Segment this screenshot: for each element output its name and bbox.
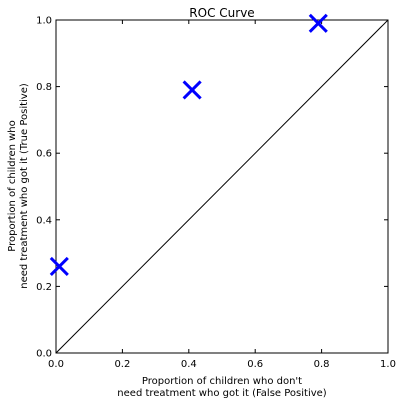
x-marker-point <box>182 80 202 100</box>
diagonal-reference-line <box>55 19 389 354</box>
x-tick-label: 0.6 <box>247 359 263 370</box>
data-points <box>49 13 328 276</box>
reference-diagonal <box>55 19 389 354</box>
y-axis-label-line-1: Proportion of children who <box>7 120 18 252</box>
y-tick-label: 0.2 <box>36 282 52 293</box>
axis-tick-labels: 0.0 0.2 0.4 0.6 0.8 1.0 0.0 0.2 0.4 0.6 0.8 1.0 <box>36 16 396 371</box>
x-axis-label-line-1: Proportion of children who don't <box>142 376 302 387</box>
chart-title: ROC Curve <box>189 6 254 20</box>
x-tick-label: 0.4 <box>181 359 197 370</box>
y-tick-label: 1.0 <box>36 16 52 27</box>
y-axis-label-line-2: need treatment who got it (True Positive… <box>19 83 30 289</box>
x-marker-point <box>308 13 328 33</box>
x-tick-label: 0.8 <box>314 359 330 370</box>
x-tick-label: 1.0 <box>380 359 396 370</box>
y-tick-label: 0.8 <box>36 82 52 93</box>
x-axis-label-line-2: need treatment who got it (False Positiv… <box>117 388 327 399</box>
y-tick-label: 0.4 <box>36 215 52 226</box>
x-tick-label: 0.0 <box>48 359 64 370</box>
x-marker-point <box>49 256 69 276</box>
y-tick-label: 0.6 <box>36 149 52 160</box>
x-tick-label: 0.2 <box>114 359 130 370</box>
y-tick-label: 0.0 <box>36 349 52 360</box>
